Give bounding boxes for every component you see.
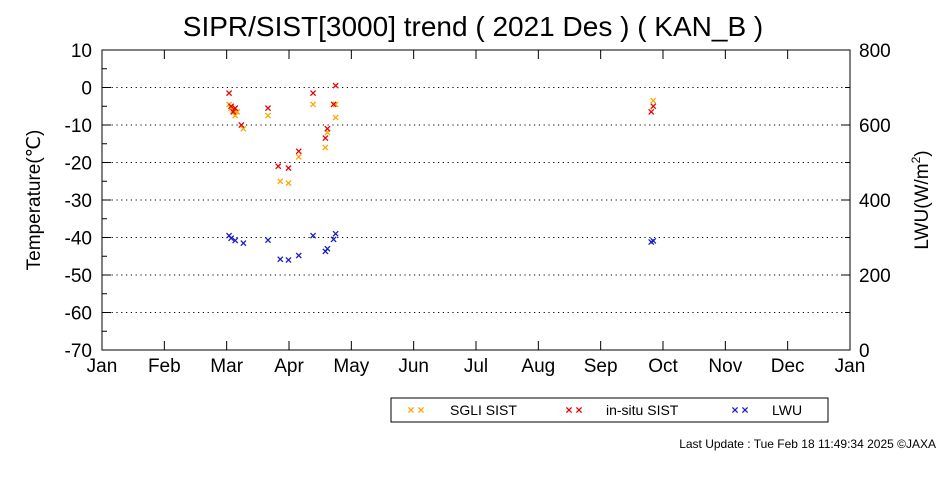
y-tick-label: -10 (65, 116, 92, 137)
data-point (330, 101, 337, 108)
y2-tick-label: 800 (859, 41, 891, 62)
data-point (238, 121, 245, 129)
data-point (650, 97, 657, 104)
y-axis-label: Temperature(℃) (24, 130, 45, 271)
legend-marker (731, 406, 739, 414)
x-tick-label: Nov (708, 356, 742, 377)
x-tick-label: Mar (210, 356, 243, 377)
data-point (240, 125, 247, 132)
x-tick-label: Feb (148, 356, 181, 377)
grid-lines (102, 86, 850, 314)
y2-tick-labels: 800 600 400 200 0 (859, 41, 891, 362)
series-lwu (225, 230, 657, 264)
x-tick-label: Jul (464, 356, 488, 377)
y2-tick-label: 0 (859, 341, 870, 362)
y-tick-label: -30 (65, 191, 92, 212)
data-point (310, 232, 317, 239)
y-tick-label: 10 (71, 41, 92, 62)
data-point (240, 240, 247, 247)
data-point (232, 105, 239, 112)
data-point (232, 112, 239, 119)
data-point (285, 180, 292, 187)
data-point (295, 252, 302, 259)
data-point (232, 237, 239, 244)
data-point (330, 236, 337, 243)
legend-box (390, 397, 829, 423)
data-point (322, 135, 329, 142)
x-tick-label: Aug (521, 356, 555, 377)
data-point (324, 125, 331, 132)
y2-tick-label: 200 (859, 266, 891, 287)
data-point (332, 101, 339, 108)
x-tick-label: Oct (648, 356, 678, 377)
x-tick-labels: Jan Feb Mar Apr May Jun Jul Aug Sep Oct Nov Dec Jan (87, 356, 866, 377)
legend-marker (741, 406, 749, 414)
legend-label: SGLI SIST (450, 402, 517, 418)
data-point (264, 112, 272, 119)
y-tick-label: 0 (81, 79, 92, 100)
plot-frame (101, 49, 851, 351)
data-point (277, 178, 284, 185)
data-point (310, 90, 317, 97)
data-point (324, 245, 331, 252)
y2-axis-label: LWU(W/m2) (909, 150, 933, 249)
chart-title: SIPR/SIST[3000] trend ( 2021 Des ) ( KAN… (183, 11, 763, 42)
legend-label: LWU (772, 402, 802, 418)
data-point (228, 103, 235, 110)
data-point (285, 165, 292, 172)
legend-marker (407, 406, 415, 414)
data-point (648, 108, 655, 115)
data-point (295, 148, 302, 155)
tick-marks (101, 49, 851, 351)
y2-tick-label: 600 (859, 116, 891, 137)
data-point (650, 103, 657, 110)
y-tick-label: -50 (65, 266, 92, 287)
y-tick-label: -40 (65, 229, 92, 250)
x-tick-label: Apr (274, 356, 304, 377)
series-sgli-sist (225, 97, 657, 187)
last-update-footer: Last Update : Tue Feb 18 11:49:34 2025 ©… (679, 437, 936, 451)
x-tick-label: Jan (87, 356, 118, 377)
data-point (650, 237, 657, 244)
data-point (264, 105, 272, 112)
data-point (322, 144, 329, 151)
legend-marker (565, 406, 573, 414)
y-tick-label: -60 (65, 304, 92, 325)
x-tick-label: May (333, 356, 369, 377)
data-point (295, 153, 302, 160)
legend: SGLI SIST in-situ SIST LWU (390, 397, 829, 423)
data-point (332, 114, 339, 121)
x-tick-label: Dec (771, 356, 805, 377)
y-tick-labels: 10 0 -10 -20 -30 -40 -50 -60 -70 (65, 41, 92, 362)
data-point (275, 163, 282, 170)
data-point (277, 256, 284, 263)
legend-label: in-situ SIST (606, 402, 679, 418)
legend-marker (417, 406, 425, 414)
legend-marker (575, 406, 583, 414)
data-point (264, 237, 272, 244)
data-point (310, 101, 317, 108)
data-points (225, 82, 657, 264)
series-in-situ-sist (225, 82, 657, 172)
x-tick-label: Sep (584, 356, 618, 377)
x-tick-label: Jun (398, 356, 429, 377)
y-tick-label: -70 (65, 341, 92, 362)
x-tick-label: Jan (835, 356, 866, 377)
data-point (285, 256, 292, 264)
data-point (230, 108, 237, 115)
data-point (332, 82, 339, 89)
y-tick-label: -20 (65, 154, 92, 175)
y2-tick-label: 400 (859, 191, 891, 212)
data-point (228, 235, 235, 242)
data-point (332, 230, 339, 237)
data-point (225, 90, 233, 97)
